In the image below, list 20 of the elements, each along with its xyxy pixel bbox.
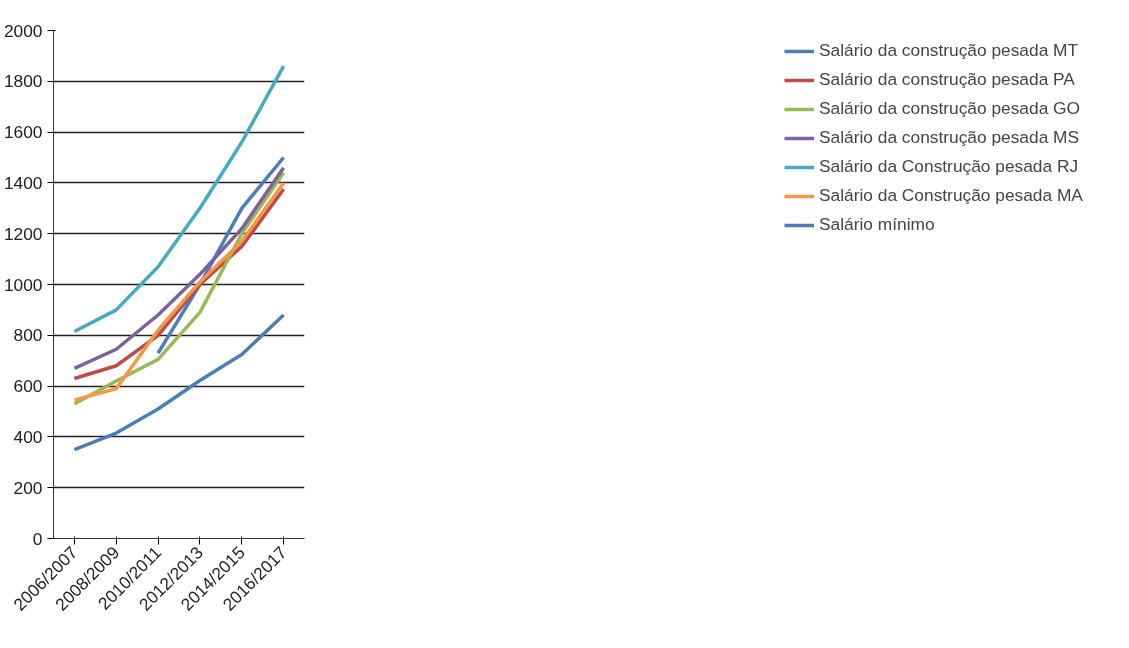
y-tick-label: 600: [13, 376, 43, 397]
legend-label: Salário da construção pesada MT: [819, 40, 1080, 61]
line-series: [72, 64, 286, 334]
legend-label: Salário da Construção pesada MA: [819, 185, 1084, 206]
y-tick-label: 0: [32, 528, 43, 549]
legend-label: Salário da construção pesada GO: [819, 98, 1082, 119]
y-tick-label: 800: [13, 325, 43, 346]
y-tick-label: 1800: [3, 71, 43, 92]
legend-label: Salário da construção pesada MS: [819, 127, 1081, 148]
legend-label: Salário mínimo: [819, 214, 936, 235]
y-tick-label: 400: [13, 426, 43, 447]
y-tick-label: 1200: [3, 223, 43, 244]
line-series: [72, 313, 286, 452]
y-tick-label: 200: [13, 477, 43, 498]
y-tick-label: 1400: [3, 172, 43, 193]
y-tick-label: 1000: [3, 274, 43, 295]
y-tick-label: 1600: [3, 122, 43, 143]
legend-label: Salário da Construção pesada RJ: [819, 156, 1080, 177]
legend-label: Salário da construção pesada PA: [819, 69, 1076, 90]
y-tick-label: 2000: [3, 20, 43, 41]
